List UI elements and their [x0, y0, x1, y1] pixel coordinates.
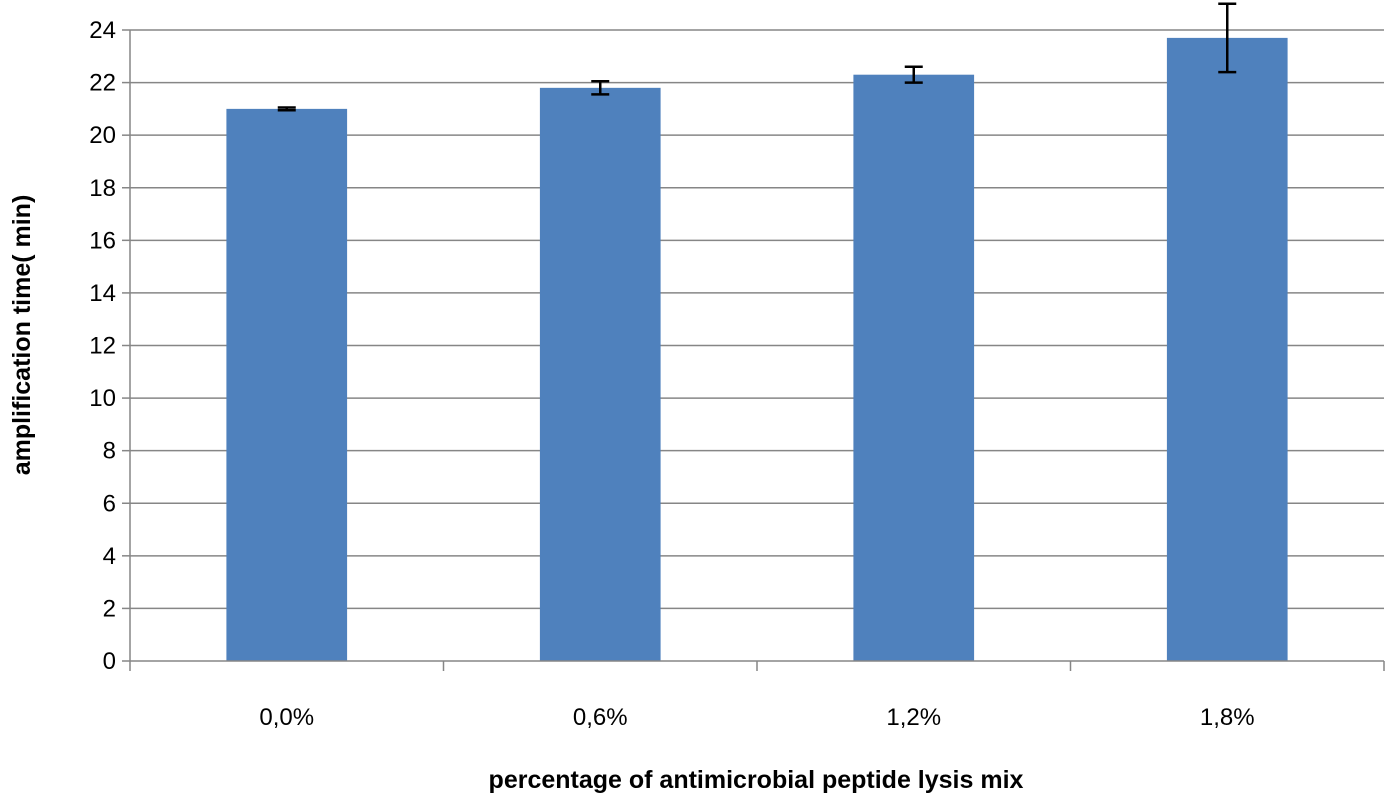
bar-3	[853, 74, 975, 662]
y-tick-label: 24	[89, 17, 116, 44]
y-tick-label: 2	[103, 595, 116, 622]
y-tick-label: 4	[103, 543, 116, 570]
x-tick-label: 1,2%	[886, 704, 941, 731]
y-tick-label: 22	[89, 70, 116, 97]
bar-1	[226, 108, 348, 661]
error-bars	[277, 2, 1237, 112]
y-tick-label: 16	[89, 227, 116, 254]
y-tick-label: 10	[89, 385, 116, 412]
bars	[226, 37, 1288, 662]
error-bar-4	[1218, 2, 1237, 74]
y-tick-label: 12	[89, 333, 116, 360]
error-bar-3	[904, 65, 923, 84]
y-tick-label: 6	[103, 490, 116, 517]
error-bar-2	[591, 80, 610, 96]
x-tick-label: 0,0%	[259, 704, 314, 731]
x-tick-labels: 0,0% 0,6% 1,2% 1,8%	[259, 704, 1254, 731]
y-tick-label: 8	[103, 438, 116, 465]
y-axis-title: amplification time( min)	[8, 195, 36, 476]
x-tick-label: 1,8%	[1200, 704, 1255, 731]
bar-4	[1166, 37, 1288, 661]
y-tick-label: 0	[103, 648, 116, 675]
y-tick-label: 14	[89, 280, 116, 307]
bar-2	[539, 87, 661, 661]
y-tick-label: 20	[89, 122, 116, 149]
x-tick-label: 0,6%	[573, 704, 628, 731]
x-axis-title: percentage of antimicrobial peptide lysi…	[489, 766, 1024, 794]
y-tick-label: 18	[89, 175, 116, 202]
axes	[122, 29, 1385, 671]
error-bar-1	[277, 106, 296, 112]
